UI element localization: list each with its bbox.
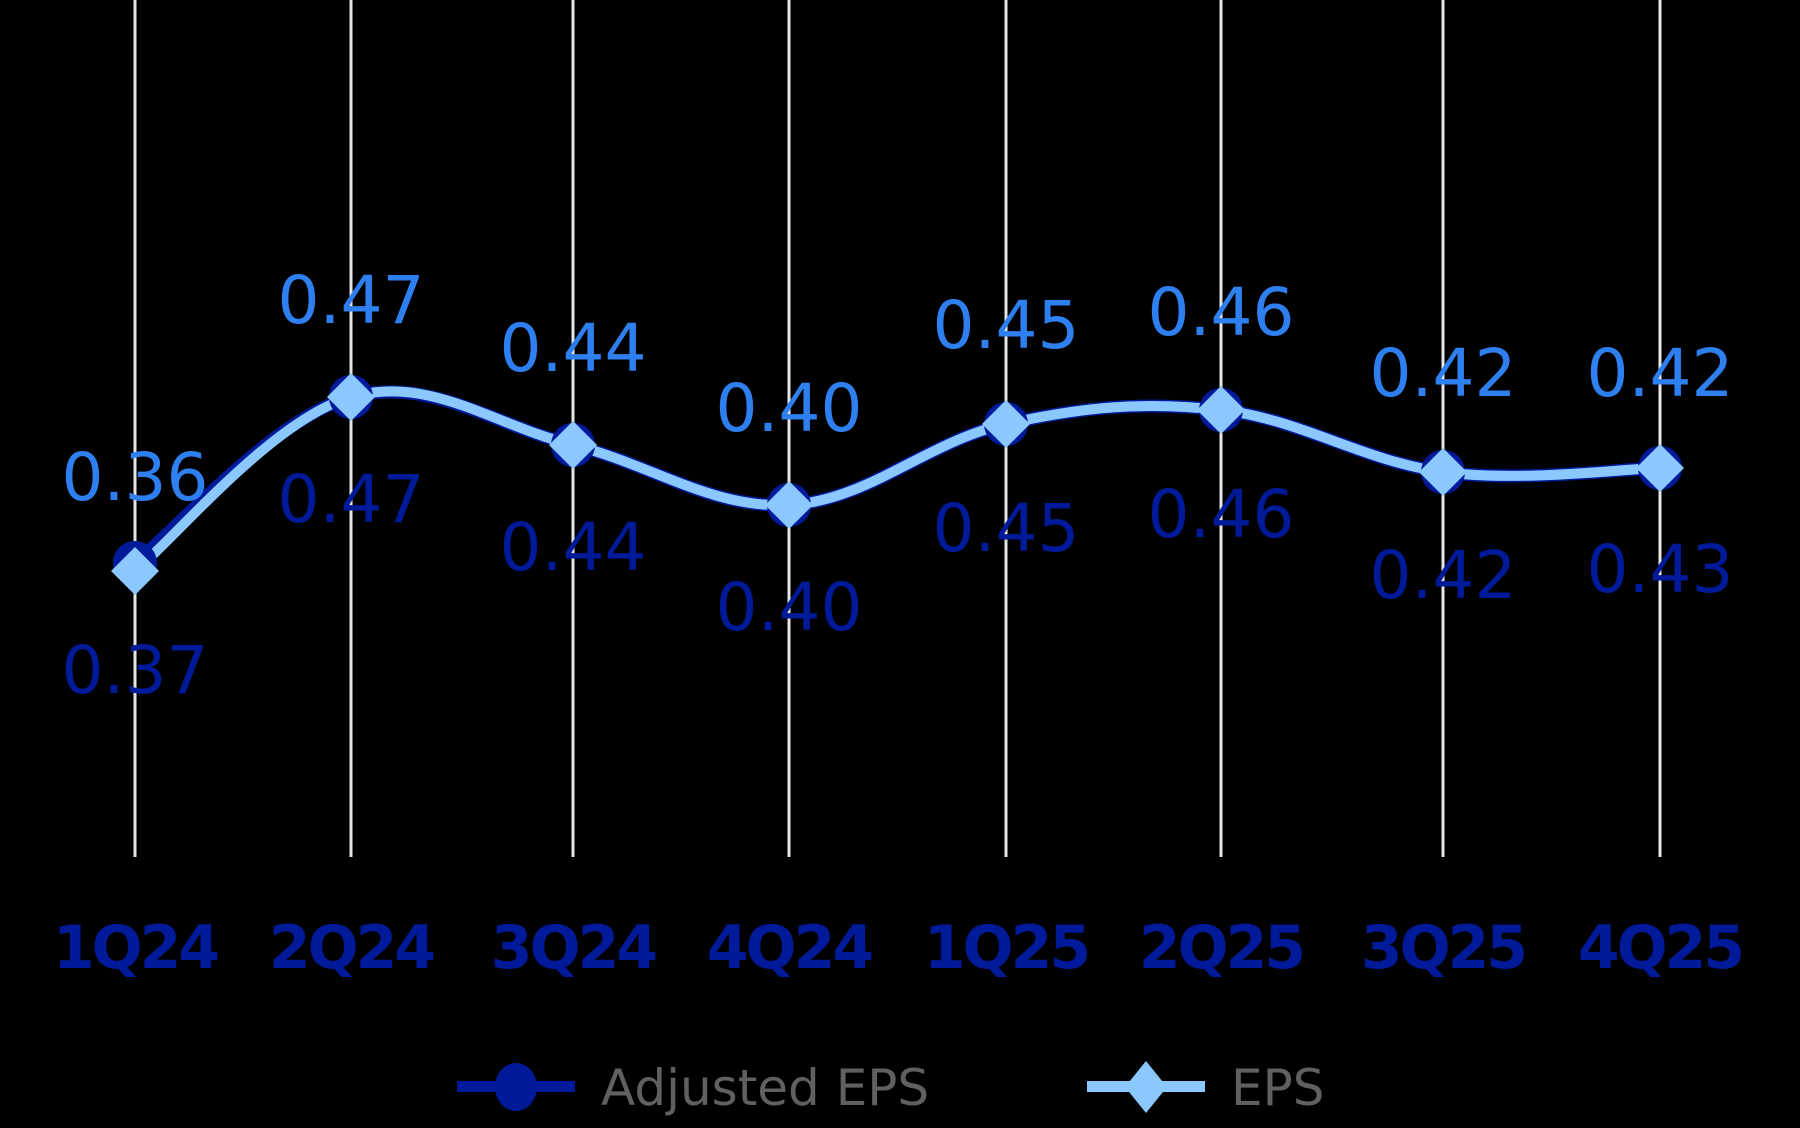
label-adjusted-1q25: 0.45 xyxy=(933,490,1080,567)
label-eps-4q24: 0.40 xyxy=(716,370,863,447)
legend-item-eps: EPS xyxy=(1087,1059,1324,1117)
vertical-gridlines xyxy=(133,0,1662,857)
x-label-1q25: 1Q25 xyxy=(924,913,1088,983)
marker-eps-4q24 xyxy=(765,481,813,529)
marker-eps-2q24 xyxy=(327,373,375,421)
label-eps-2q24: 0.47 xyxy=(278,262,425,339)
x-label-2q24: 2Q24 xyxy=(269,913,434,983)
label-adjusted-2q24: 0.47 xyxy=(278,461,425,538)
label-adjusted-3q24: 0.44 xyxy=(500,509,647,586)
x-label-4q25: 4Q25 xyxy=(1578,913,1742,983)
label-eps-1q25: 0.45 xyxy=(933,287,1080,364)
marker-eps-4q25 xyxy=(1636,444,1684,492)
label-eps-2q25: 0.46 xyxy=(1148,274,1295,351)
circle-marker-icon xyxy=(495,1063,537,1111)
label-eps-4q25: 0.42 xyxy=(1587,335,1734,412)
marker-eps-1q25 xyxy=(982,400,1030,448)
series-markers xyxy=(111,373,1684,595)
legend: Adjusted EPS EPS xyxy=(457,1059,1324,1117)
data-labels: 0.36 0.47 0.44 0.40 0.45 0.46 0.42 0.42 0.37 0.47… xyxy=(62,262,1734,709)
x-axis-labels: 1Q24 2Q24 3Q24 4Q24 1Q25 2Q25 3Q25 4Q25 xyxy=(53,913,1745,983)
x-label-2q25: 2Q25 xyxy=(1139,913,1303,983)
legend-label-eps: EPS xyxy=(1231,1059,1324,1117)
label-adjusted-2q25: 0.46 xyxy=(1148,476,1295,553)
legend-label-adjusted-eps: Adjusted EPS xyxy=(601,1059,929,1117)
x-label-4q24: 4Q24 xyxy=(707,913,872,983)
x-label-3q25: 3Q25 xyxy=(1361,913,1525,983)
marker-eps-2q25 xyxy=(1197,386,1245,434)
x-label-1q24: 1Q24 xyxy=(53,913,218,983)
diamond-marker-icon xyxy=(1125,1061,1167,1113)
legend-item-adjusted-eps: Adjusted EPS xyxy=(457,1059,929,1117)
label-adjusted-4q25: 0.43 xyxy=(1587,531,1734,608)
label-eps-3q25: 0.42 xyxy=(1370,335,1517,412)
x-label-3q24: 3Q24 xyxy=(491,913,656,983)
label-eps-3q24: 0.44 xyxy=(500,310,647,387)
label-adjusted-3q25: 0.42 xyxy=(1370,537,1517,614)
marker-eps-3q25 xyxy=(1419,448,1467,496)
label-eps-1q24: 0.36 xyxy=(62,439,209,516)
label-adjusted-4q24: 0.40 xyxy=(716,569,863,646)
marker-eps-3q24 xyxy=(549,421,597,469)
label-adjusted-1q24: 0.37 xyxy=(62,632,209,709)
marker-eps-1q24 xyxy=(111,547,159,595)
